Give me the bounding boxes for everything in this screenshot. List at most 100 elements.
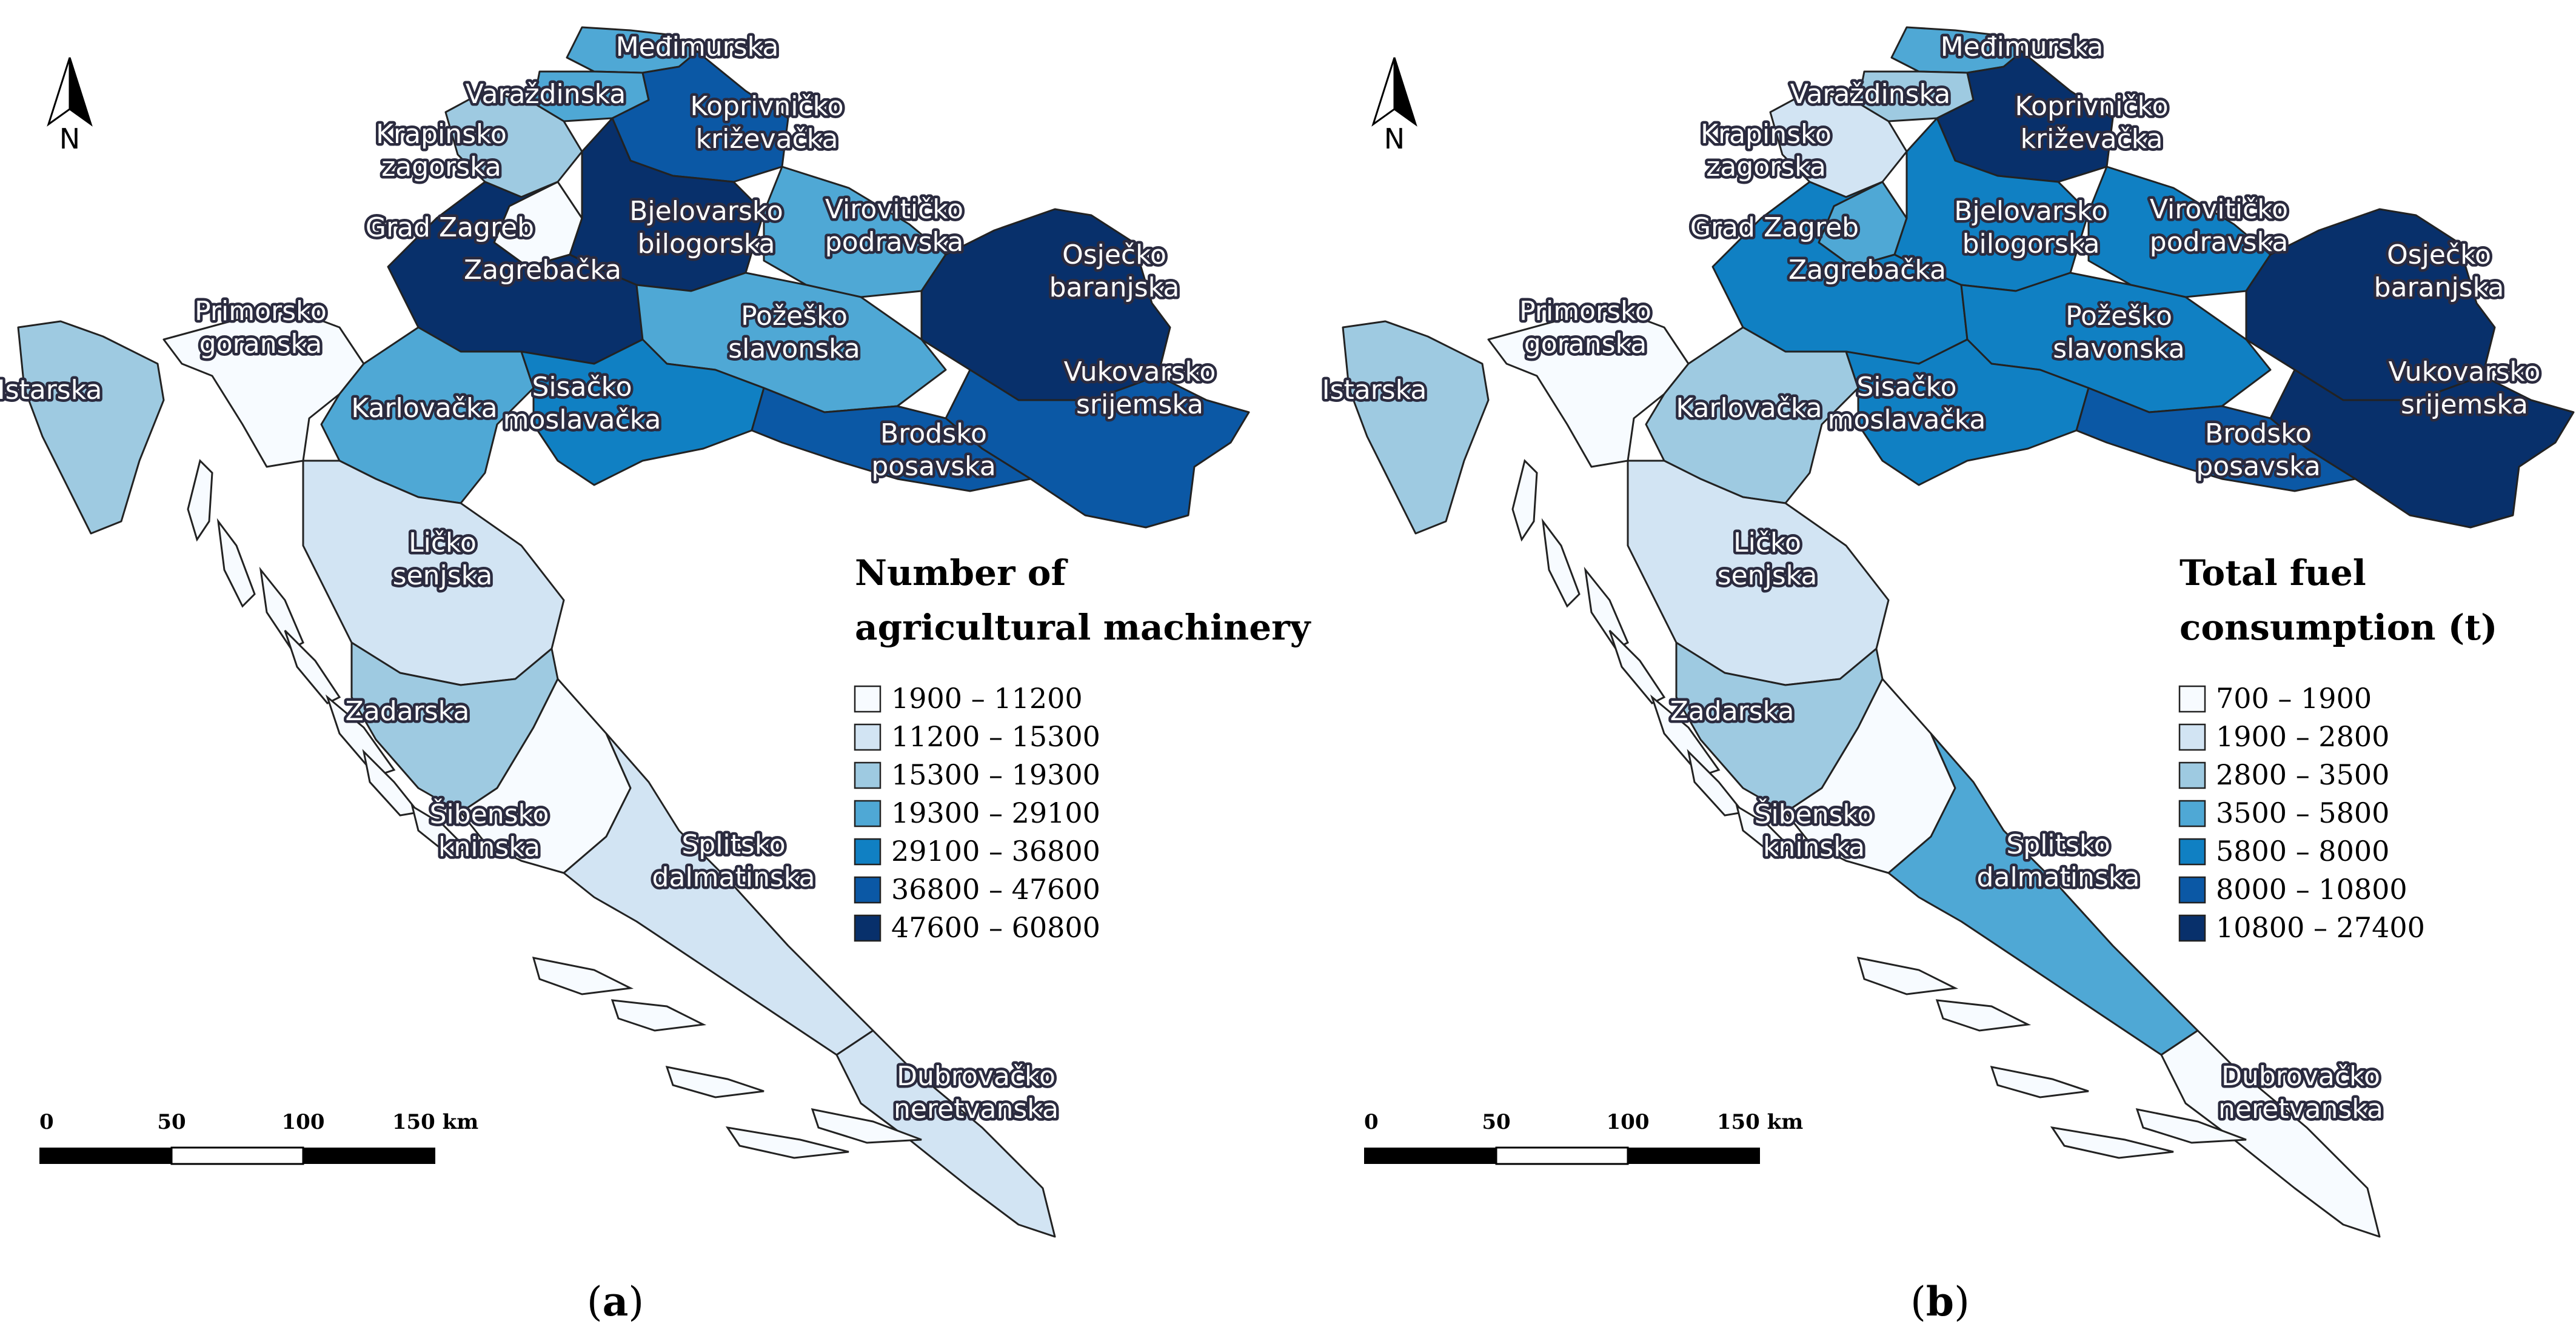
region-label-pozesko: Požeško [741, 301, 848, 332]
legend-item-label: 11200 – 15300 [891, 720, 1100, 753]
region-label-osjecko: baranjska [2374, 272, 2504, 303]
region-splitsko [1887, 732, 2199, 1056]
island-9 [665, 1066, 764, 1098]
region-label-sisacko: moslavačka [503, 404, 661, 435]
scale-bar: 0 50 100 150 km [39, 1110, 478, 1165]
legend-item-label: 8000 – 10800 [2216, 873, 2407, 906]
region-label-splitsko: Splitsko [2006, 829, 2110, 860]
region-label-brodsko: Brodsko [880, 418, 987, 449]
island-1 [1541, 518, 1581, 608]
region-label-grad-zagreb: Grad Zagreb [366, 212, 534, 243]
region-label-dubrovacko: Dubrovačko [897, 1061, 1055, 1092]
island-10 [725, 1126, 849, 1159]
legend-item-label: 2800 – 3500 [2216, 758, 2389, 791]
region-label-brodsko: posavska [871, 451, 995, 482]
island-9 [1990, 1066, 2089, 1098]
region-label-dubrovacko: Dubrovačko [2221, 1061, 2380, 1092]
region-label-splitsko: dalmatinska [1977, 862, 2140, 893]
legend-swatch [2178, 876, 2206, 904]
island-5 [1687, 749, 1745, 817]
legend-swatch [2178, 723, 2206, 751]
region-koprivnicko [611, 50, 789, 183]
island-2 [1584, 566, 1629, 650]
region-label-licko: senjska [1718, 560, 1818, 591]
island-7 [1856, 957, 1959, 995]
region-label-karlovacka: Karlovačka [351, 393, 497, 424]
region-sisacko [520, 338, 765, 486]
region-label-sisacko: moslavačka [1828, 404, 1986, 435]
island-10 [2050, 1126, 2174, 1159]
legend-swatch [854, 838, 882, 866]
region-karlovacka [320, 326, 535, 504]
region-label-zagrebacka: Zagrebačka [464, 255, 621, 286]
legend-item-label: 47600 – 60800 [891, 911, 1100, 944]
region-label-sisacko: Sisačko [532, 372, 632, 403]
island-2 [259, 566, 304, 650]
region-label-koprivnicko: križevačka [2021, 124, 2163, 155]
region-label-karlovacka: Karlovačka [1676, 393, 1822, 424]
region-karlovacka [1645, 326, 1859, 504]
legend-swatch [854, 723, 882, 751]
legend-item-label: 15300 – 19300 [891, 758, 1100, 791]
region-label-bjelovarsko: bilogorska [1962, 229, 2100, 259]
region-label-dubrovacko: neretvanska [2218, 1094, 2383, 1125]
region-label-sibensko: kninska [1763, 832, 1865, 863]
legend: Total fuel consumption (t) 700 – 1900 1900 … [2178, 552, 2497, 944]
region-label-viroviticko: podravska [825, 227, 963, 258]
region-dubrovacko [2160, 1029, 2381, 1238]
legend-item-label: 10800 – 27400 [2216, 911, 2425, 944]
region-label-dubrovacko: neretvanska [894, 1094, 1059, 1125]
legend-title: Number of [855, 552, 1068, 593]
region-label-viroviticko: Virovitičko [825, 194, 963, 225]
region-label-sibensko: Šibensko [1755, 798, 1874, 830]
legend-swatch [2178, 838, 2206, 866]
region-label-sisacko: Sisačko [1856, 372, 1956, 403]
region-label-splitsko: dalmatinska [652, 862, 815, 893]
region-brodsko [2075, 387, 2357, 492]
legend-title: agricultural machinery [855, 607, 1312, 648]
region-label-varazdinska: Varaždinska [466, 79, 626, 110]
panel-caption: (a) [587, 1278, 644, 1325]
legend-title: Total fuel [2180, 552, 2366, 593]
region-label-zadarska: Zadarska [1670, 696, 1795, 727]
legend-item-label: 36800 – 47600 [891, 873, 1100, 906]
region-splitsko [563, 732, 874, 1056]
region-label-istarska: Istarska [1322, 375, 1427, 406]
region-label-koprivnicko: Koprivničko [2015, 91, 2169, 122]
scale-label: 0 [39, 1110, 54, 1134]
region-label-primorsko: goranska [199, 329, 322, 359]
region-label-brodsko: posavska [2196, 451, 2320, 482]
region-label-vukovarsko: srijemska [2401, 389, 2528, 420]
north-arrow-icon [1371, 57, 1417, 127]
scale-label: 50 [157, 1110, 186, 1134]
region-label-zagrebacka: Zagrebačka [1788, 255, 1946, 286]
region-brodsko [751, 387, 1032, 492]
island-7 [532, 957, 634, 995]
region-dubrovacko [835, 1029, 1056, 1238]
north-arrow-icon [47, 57, 93, 127]
region-label-vukovarsko: Vukovarsko [1064, 356, 1216, 387]
island-3 [1608, 629, 1666, 704]
region-label-bjelovarsko: Bjelovarsko [629, 196, 783, 227]
region-label-medimurska: Međimurska [616, 32, 779, 62]
region-label-licko: Ličko [409, 527, 477, 558]
island-0 [1511, 459, 1538, 542]
legend-swatch [854, 685, 882, 713]
region-label-pozesko: Požeško [2066, 301, 2172, 332]
region-label-varazdinska: Varaždinska [1790, 79, 1950, 110]
scale-label: 150 km [1717, 1110, 1803, 1134]
region-label-zadarska: Zadarska [346, 696, 470, 727]
region-label-osjecko: Osječko [2387, 239, 2491, 270]
region-label-licko: senjska [393, 560, 493, 591]
legend-item-label: 1900 – 2800 [2216, 720, 2389, 753]
legend-item-label: 5800 – 8000 [2216, 835, 2389, 868]
north-label: N [59, 122, 80, 155]
island-11 [2135, 1108, 2247, 1144]
region-label-primorsko: Primorsko [195, 296, 327, 327]
region-label-sibensko: Šibensko [430, 798, 549, 830]
region-label-viroviticko: podravska [2150, 227, 2288, 258]
island-6 [410, 804, 469, 856]
island-6 [1735, 804, 1793, 856]
scale-label: 0 [1364, 1110, 1379, 1134]
